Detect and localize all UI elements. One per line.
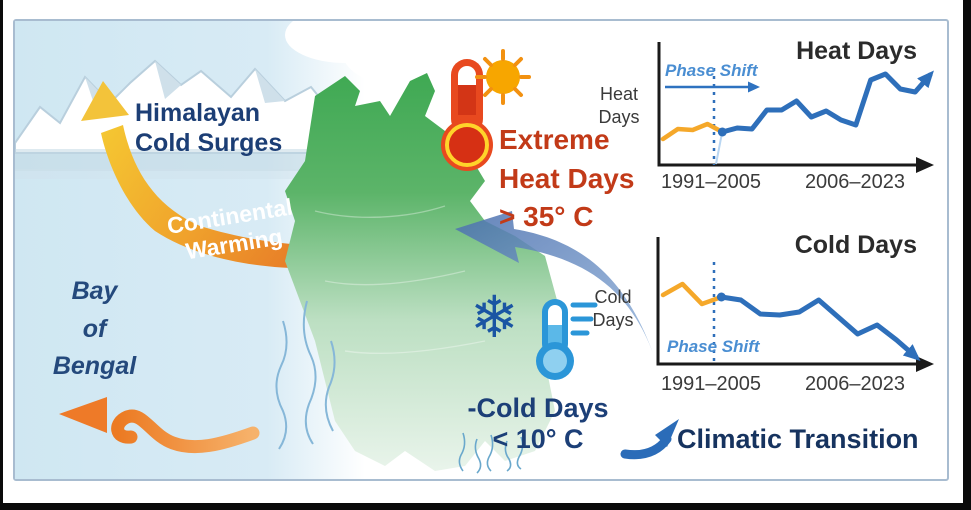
cold-xtick-2006-2023: 2006–2023 (804, 373, 906, 395)
label-line: < 10° C (492, 424, 584, 455)
heat-phase-shift-annotation: Phase Shift (665, 61, 758, 80)
himalaya-mountains-illustration (15, 59, 351, 179)
figure-panel: Himalayan Cold Surges Continental Warming … (13, 19, 949, 481)
heat-days-chart (657, 42, 934, 173)
label-line: of (82, 314, 107, 343)
cold-series-pre-shift (660, 281, 724, 307)
label-line: Days (598, 106, 640, 127)
page-edge-right (963, 0, 971, 510)
cold-surge-arrow (81, 81, 345, 269)
label-line: Days (592, 309, 634, 330)
cold-phase-shift-annotation: Phase Shift (667, 337, 760, 356)
label-line: Himalayan (135, 99, 261, 127)
heat-xtick-1991-2005: 1991–2005 (660, 171, 762, 193)
cold-chart-ylabel: Cold Days (581, 286, 645, 331)
snowflake-icon: ❄ (470, 285, 519, 350)
heat-series-pre-shift (660, 121, 725, 142)
bangladesh-map (285, 73, 560, 471)
phase-junction-dot (716, 292, 726, 302)
cold-chart-title: Cold Days (794, 231, 917, 259)
bay-of-bengal-label: Bay of Bengal (37, 273, 152, 386)
label-line: Heat Days (499, 162, 635, 194)
transition-arrow-icon (620, 419, 679, 460)
heat-chart-title: Heat Days (796, 37, 917, 65)
himalayan-cold-surges-label: Himalayan Cold Surges (135, 99, 282, 158)
page-edge-left (0, 0, 3, 510)
thermometer-cold-icon (536, 299, 598, 380)
extreme-heat-days-callout: Extreme Heat Days > 35° C (499, 121, 634, 237)
scene-graphic (15, 21, 934, 479)
cold-inflow-arrow (455, 211, 653, 353)
climatic-transition-label: Climatic Transition (677, 424, 919, 454)
label-line: -Cold Days (467, 393, 609, 423)
cold-xtick-1991-2005: 1991–2005 (660, 373, 762, 395)
bay-outflow-arrow (59, 397, 260, 454)
label-line: Cold Surges (135, 128, 283, 157)
label-line: > 35° C (499, 201, 594, 233)
heat-xtick-2006-2023: 2006–2023 (804, 171, 906, 193)
phase-junction-dot (717, 127, 727, 137)
heat-chart-ylabel: Heat Days (587, 83, 651, 128)
thermometer-hot-icon (441, 59, 493, 171)
label-line: Cold (594, 287, 632, 307)
mangrove-marks (458, 432, 524, 474)
sun-icon (475, 49, 531, 105)
cold-days-callout: -Cold Days < 10° C (443, 393, 633, 455)
page-edge-bottom (0, 503, 971, 510)
delta-rivers (275, 300, 336, 450)
label-line: Extreme (499, 124, 610, 155)
heat-series-post-shift (719, 70, 934, 135)
label-line: Bay (71, 277, 118, 305)
cloud-shape (342, 21, 452, 85)
label-line: Bengal (52, 352, 137, 380)
cold-series-post-shift (718, 294, 921, 361)
cold-days-chart (656, 237, 934, 372)
label-line: Heat (599, 84, 639, 104)
